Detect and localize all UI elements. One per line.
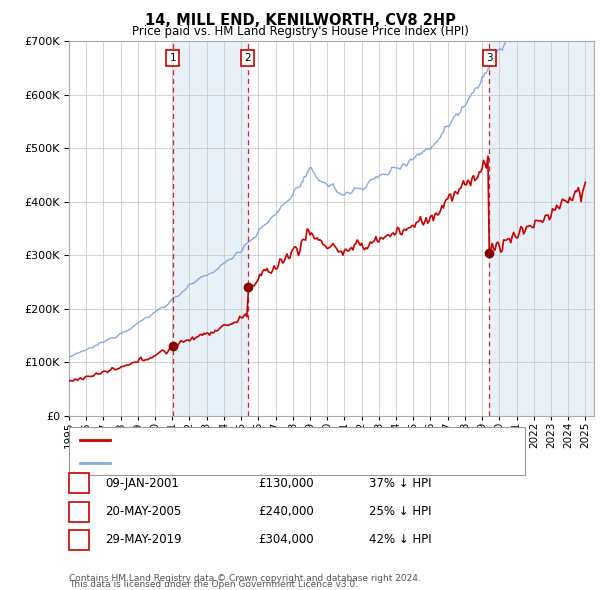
Text: Price paid vs. HM Land Registry's House Price Index (HPI): Price paid vs. HM Land Registry's House …: [131, 25, 469, 38]
Text: £240,000: £240,000: [258, 505, 314, 518]
Text: 37% ↓ HPI: 37% ↓ HPI: [369, 477, 431, 490]
Bar: [173, 41, 248, 416]
Text: 2: 2: [244, 53, 251, 63]
Text: Contains HM Land Registry data © Crown copyright and database right 2024.: Contains HM Land Registry data © Crown c…: [69, 574, 421, 583]
Text: 3: 3: [486, 53, 493, 63]
Text: £130,000: £130,000: [258, 477, 314, 490]
Text: 1: 1: [169, 53, 176, 63]
Text: 25% ↓ HPI: 25% ↓ HPI: [369, 505, 431, 518]
Text: £304,000: £304,000: [258, 533, 314, 546]
Text: This data is licensed under the Open Government Licence v3.0.: This data is licensed under the Open Gov…: [69, 581, 358, 589]
Text: HPI: Average price, detached house, Warwick: HPI: Average price, detached house, Warw…: [116, 458, 364, 468]
Bar: [489, 41, 594, 416]
Text: 14, MILL END, KENILWORTH, CV8 2HP (detached house): 14, MILL END, KENILWORTH, CV8 2HP (detac…: [116, 435, 421, 445]
Text: 20-MAY-2005: 20-MAY-2005: [105, 505, 181, 518]
Text: 42% ↓ HPI: 42% ↓ HPI: [369, 533, 431, 546]
Text: 09-JAN-2001: 09-JAN-2001: [105, 477, 179, 490]
Text: 29-MAY-2019: 29-MAY-2019: [105, 533, 182, 546]
Text: 1: 1: [76, 478, 82, 488]
Text: 3: 3: [76, 535, 82, 545]
Text: 2: 2: [76, 507, 82, 516]
Text: 14, MILL END, KENILWORTH, CV8 2HP: 14, MILL END, KENILWORTH, CV8 2HP: [145, 13, 455, 28]
